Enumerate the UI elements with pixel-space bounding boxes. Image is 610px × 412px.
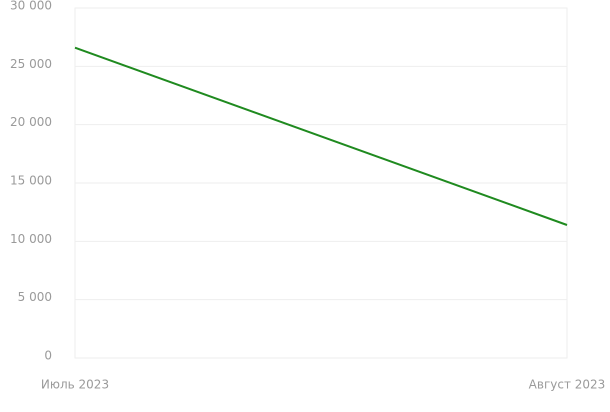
- y-tick-label: 5 000: [18, 290, 52, 304]
- y-tick-label: 25 000: [10, 57, 52, 71]
- y-tick-label: 10 000: [10, 232, 52, 246]
- y-tick-label: 0: [44, 349, 52, 363]
- y-tick-label: 15 000: [10, 174, 52, 188]
- x-tick-label: Июль 2023: [41, 378, 109, 392]
- x-tick-label: Август 2023: [529, 378, 606, 392]
- series-line: [74, 46, 568, 226]
- y-tick-label: 30 000: [10, 0, 52, 13]
- y-tick-label: 20 000: [10, 115, 52, 129]
